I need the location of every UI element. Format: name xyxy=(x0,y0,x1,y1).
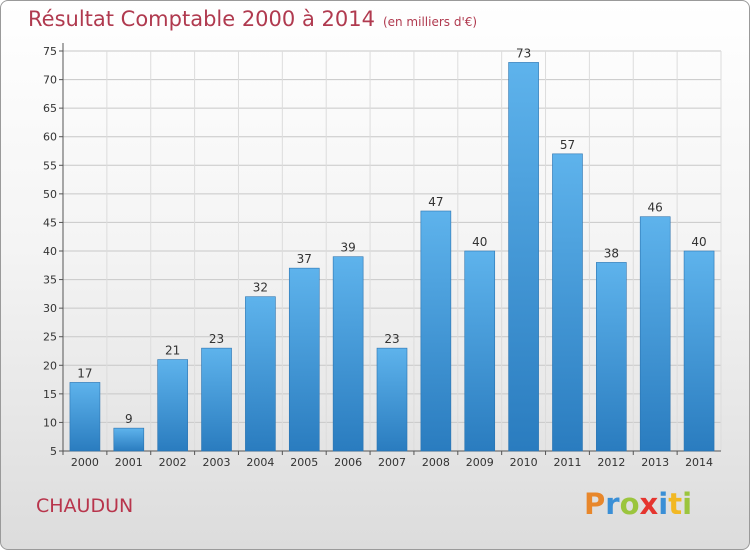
x-tick-label: 2001 xyxy=(115,456,143,469)
data-label: 17 xyxy=(77,366,92,380)
x-tick-label: 2014 xyxy=(685,456,713,469)
proxiti-logo[interactable]: Proxiti xyxy=(584,487,692,521)
bar xyxy=(639,216,671,452)
data-label: 40 xyxy=(691,235,706,249)
chart-title-text: Résultat Comptable 2000 à 2014 xyxy=(28,7,375,31)
bar xyxy=(376,347,408,452)
y-tick-label: 55 xyxy=(43,159,57,172)
data-label: 39 xyxy=(340,241,355,255)
y-tick-label: 25 xyxy=(43,331,57,344)
commune-name: CHAUDUN xyxy=(36,495,134,517)
data-label: 21 xyxy=(165,344,180,358)
x-tick-label: 2011 xyxy=(553,456,581,469)
x-tick-label: 2010 xyxy=(510,456,538,469)
x-tick-label: 2003 xyxy=(203,456,231,469)
y-tick-label: 5 xyxy=(50,445,57,458)
bar xyxy=(508,62,539,452)
data-label: 46 xyxy=(648,201,663,215)
data-label: 73 xyxy=(516,46,531,60)
x-tick-label: 2008 xyxy=(422,456,450,469)
bar xyxy=(288,267,320,452)
chart-subtitle: (en milliers d'€) xyxy=(382,15,478,29)
x-tick-label: 2007 xyxy=(378,456,406,469)
logo-letter: P xyxy=(584,487,606,521)
data-label: 47 xyxy=(428,195,443,209)
bar xyxy=(157,359,188,452)
data-label: 57 xyxy=(560,138,575,152)
logo-letter: o xyxy=(619,487,640,521)
y-tick-label: 10 xyxy=(43,416,57,429)
y-tick-label: 75 xyxy=(43,45,57,58)
x-tick-label: 2012 xyxy=(597,456,625,469)
y-tick-label: 70 xyxy=(43,74,57,87)
bar xyxy=(332,256,364,452)
logo-letter: i xyxy=(682,487,693,521)
y-tick-label: 40 xyxy=(43,245,57,258)
bar xyxy=(201,347,232,452)
x-tick-label: 2004 xyxy=(246,456,274,469)
data-label: 32 xyxy=(253,281,268,295)
x-tick-label: 2005 xyxy=(290,456,318,469)
x-tick-label: 2009 xyxy=(466,456,494,469)
bar xyxy=(552,153,583,452)
data-label: 37 xyxy=(297,252,312,266)
y-tick-label: 20 xyxy=(43,359,57,372)
y-tick-label: 35 xyxy=(43,274,57,287)
y-tick-label: 45 xyxy=(43,216,57,229)
y-tick-label: 15 xyxy=(43,388,57,401)
y-tick-label: 60 xyxy=(43,131,57,144)
data-label: 38 xyxy=(604,246,619,260)
data-label: 40 xyxy=(472,235,487,249)
bar xyxy=(69,382,101,452)
data-label: 9 xyxy=(125,412,133,426)
x-tick-label: 2006 xyxy=(334,456,362,469)
y-tick-label: 30 xyxy=(43,302,57,315)
bar xyxy=(464,250,496,452)
x-tick-label: 2002 xyxy=(159,456,187,469)
bar xyxy=(420,210,452,452)
bar xyxy=(596,262,627,452)
x-tick-label: 2000 xyxy=(71,456,99,469)
bar xyxy=(113,427,145,452)
chart-title: Résultat Comptable 2000 à 2014 (en millie… xyxy=(28,7,477,31)
y-tick-label: 65 xyxy=(43,102,57,115)
bar xyxy=(245,296,276,452)
y-tick-label: 50 xyxy=(43,188,57,201)
logo-letter: r xyxy=(605,487,620,521)
x-tick-label: 2013 xyxy=(641,456,669,469)
data-label: 23 xyxy=(384,332,399,346)
logo-letter: x xyxy=(639,487,659,521)
logo-letter: t xyxy=(668,487,683,521)
bar xyxy=(683,250,715,452)
data-label: 23 xyxy=(209,332,224,346)
logo-letter: i xyxy=(658,487,669,521)
